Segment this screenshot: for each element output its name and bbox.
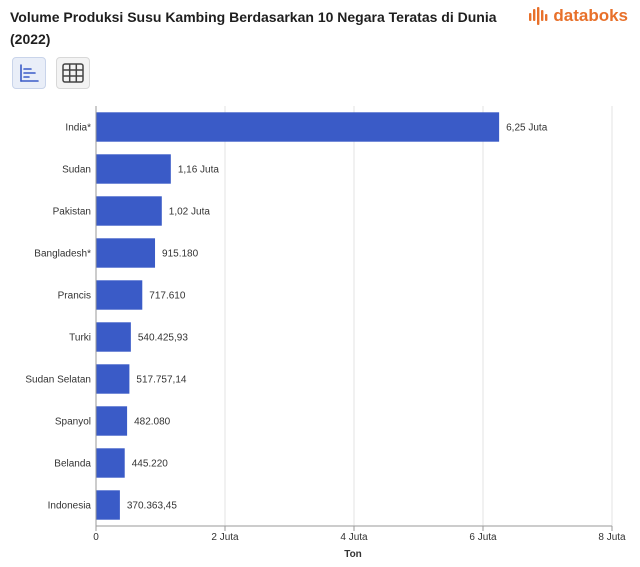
- data-label: 1,02 Juta: [169, 207, 211, 218]
- bar-chart-icon: [20, 64, 39, 82]
- brand-name: databoks: [553, 6, 628, 25]
- data-label: 445.220: [132, 459, 169, 470]
- data-label: 517.757,14: [136, 375, 186, 386]
- x-tick-label: 0: [93, 532, 99, 543]
- category-label: Prancis: [58, 291, 91, 302]
- x-axis-title: Ton: [344, 549, 362, 560]
- category-label: Bangladesh*: [34, 249, 91, 260]
- table-view-button[interactable]: [56, 57, 90, 89]
- category-label: Sudan: [62, 165, 91, 176]
- category-label: Turki: [69, 333, 91, 344]
- data-label: 370.363,45: [127, 501, 177, 512]
- category-label: Belanda: [54, 459, 91, 470]
- view-toolbar: [12, 57, 90, 89]
- chart-title: Volume Produksi Susu Kambing Berdasarkan…: [10, 9, 497, 47]
- data-label: 717.610: [149, 291, 186, 302]
- bar: [96, 490, 120, 520]
- chart-view-button[interactable]: [12, 57, 46, 89]
- data-label: 6,25 Juta: [506, 123, 548, 134]
- bar: [96, 238, 156, 268]
- bar: [96, 280, 143, 310]
- table-grid-icon: [62, 63, 84, 83]
- bar: [96, 364, 130, 394]
- x-tick-label: 4 Juta: [340, 532, 368, 543]
- data-label: 915.180: [162, 249, 199, 260]
- databoks-logo-icon: [529, 7, 548, 25]
- bar: [96, 154, 171, 184]
- databoks-brand[interactable]: databoks: [528, 4, 628, 28]
- data-label: 540.425,93: [138, 333, 188, 344]
- x-tick-label: 6 Juta: [469, 532, 497, 543]
- x-tick-label: 2 Juta: [211, 532, 239, 543]
- bar: [96, 196, 162, 226]
- category-label: Pakistan: [53, 207, 91, 218]
- bar: [96, 112, 500, 142]
- x-tick-label: 8 Juta: [598, 532, 626, 543]
- bar: [96, 406, 128, 436]
- category-label: Sudan Selatan: [25, 375, 91, 386]
- bar: [96, 322, 131, 352]
- bar: [96, 448, 125, 478]
- category-label: India*: [65, 123, 91, 134]
- data-label: 1,16 Juta: [178, 165, 220, 176]
- category-label: Indonesia: [48, 501, 92, 512]
- category-label: Spanyol: [55, 417, 91, 428]
- data-label: 482.080: [134, 417, 171, 428]
